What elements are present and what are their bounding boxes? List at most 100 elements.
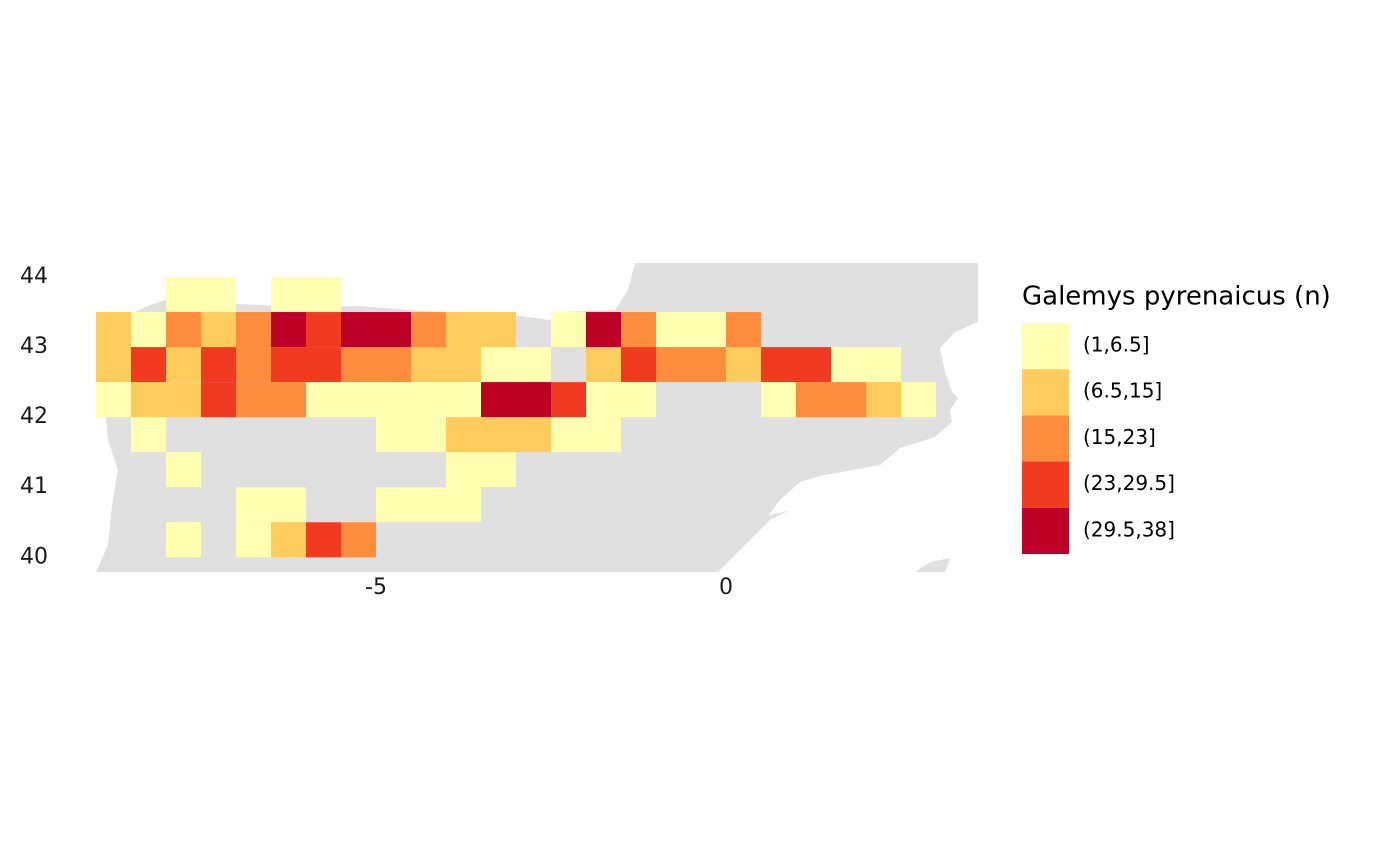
grid-cell (271, 277, 306, 313)
grid-cell (201, 277, 236, 313)
grid-cell (341, 522, 376, 558)
grid-cell (446, 452, 481, 488)
grid-cell (551, 417, 586, 453)
y-tick-label: 42 (20, 404, 48, 429)
x-tick-label: 0 (719, 575, 733, 600)
grid-cell (166, 522, 201, 558)
grid-cell (201, 347, 236, 383)
legend-label: (29.5,38] (1083, 517, 1175, 541)
legend-label: (15,23] (1083, 425, 1156, 449)
grid-cell (236, 522, 271, 558)
grid-cell (656, 347, 691, 383)
grid-cell (446, 417, 481, 453)
grid-cell (446, 382, 481, 418)
legend-key (1022, 507, 1069, 554)
legend-key (1022, 415, 1069, 462)
grid-cell (96, 382, 131, 418)
grid-cell (761, 347, 796, 383)
grid-cell (271, 487, 306, 523)
legend-label: (6.5,15] (1083, 379, 1162, 403)
y-tick-label: 41 (20, 474, 48, 499)
grid-cell (691, 347, 726, 383)
grid-cell (166, 452, 201, 488)
grid-cell (796, 382, 831, 418)
grid-cell (446, 487, 481, 523)
legend-label: (1,6.5] (1083, 333, 1150, 357)
grid-cell (831, 382, 866, 418)
grid-cell (481, 312, 516, 348)
grid-cell (96, 312, 131, 348)
grid-cell (166, 277, 201, 313)
legend-key (1022, 461, 1069, 508)
grid-cell (131, 417, 166, 453)
grid-cell (271, 312, 306, 348)
legend-label: (23,29.5] (1083, 471, 1175, 495)
grid-cell (376, 312, 411, 348)
grid-cell (341, 347, 376, 383)
grid-cell (551, 382, 586, 418)
grid-cell (306, 522, 341, 558)
grid-cell (236, 312, 271, 348)
grid-cell (446, 347, 481, 383)
grid-cell (481, 347, 516, 383)
grid-cell (586, 312, 621, 348)
grid-cell (306, 382, 341, 418)
grid-cell (166, 347, 201, 383)
grid-cell (411, 417, 446, 453)
grid-cell (411, 487, 446, 523)
grid-cell (271, 522, 306, 558)
grid-cell (481, 452, 516, 488)
grid-cell (306, 312, 341, 348)
grid-cell (446, 312, 481, 348)
grid-cell (656, 312, 691, 348)
grid-cell (621, 312, 656, 348)
grid-cell (341, 312, 376, 348)
grid-cell (516, 382, 551, 418)
grid-cell (411, 382, 446, 418)
grid-cell (516, 417, 551, 453)
grid-cell (551, 312, 586, 348)
grid-cell (726, 347, 761, 383)
grid-cell (901, 382, 936, 418)
grid-cell (306, 277, 341, 313)
grid-cell (866, 347, 901, 383)
grid-cell (166, 312, 201, 348)
grid-cell (726, 312, 761, 348)
grid-cell (166, 382, 201, 418)
grid-cell (131, 382, 166, 418)
grid-cell (761, 382, 796, 418)
legend-title: Galemys pyrenaicus (n) (1022, 282, 1331, 312)
grid-cell (621, 382, 656, 418)
grid-cell (481, 417, 516, 453)
grid-cell (586, 382, 621, 418)
grid-cell (831, 347, 866, 383)
grid-cell (376, 347, 411, 383)
grid-cell (376, 382, 411, 418)
grid-cell (236, 487, 271, 523)
legend-key (1022, 369, 1069, 416)
grid-cell (271, 347, 306, 383)
grid-cell (131, 312, 166, 348)
y-tick-label: 43 (20, 334, 48, 359)
grid-cell (411, 312, 446, 348)
y-tick-label: 44 (20, 264, 48, 289)
land-shape (915, 558, 950, 572)
grid-cell (341, 382, 376, 418)
grid-cell (271, 382, 306, 418)
grid-cell (691, 312, 726, 348)
grid-cell (376, 417, 411, 453)
grid-cell (586, 347, 621, 383)
grid-cell (796, 347, 831, 383)
grid-cell (201, 312, 236, 348)
grid-cell (516, 347, 551, 383)
grid-cell (236, 382, 271, 418)
grid-cell (131, 347, 166, 383)
grid-cell (201, 382, 236, 418)
grid-cell (306, 347, 341, 383)
grid-cell (96, 347, 131, 383)
grid-cell (621, 347, 656, 383)
grid-cell (411, 347, 446, 383)
grid-cell (586, 417, 621, 453)
y-tick-label: 40 (20, 544, 48, 569)
